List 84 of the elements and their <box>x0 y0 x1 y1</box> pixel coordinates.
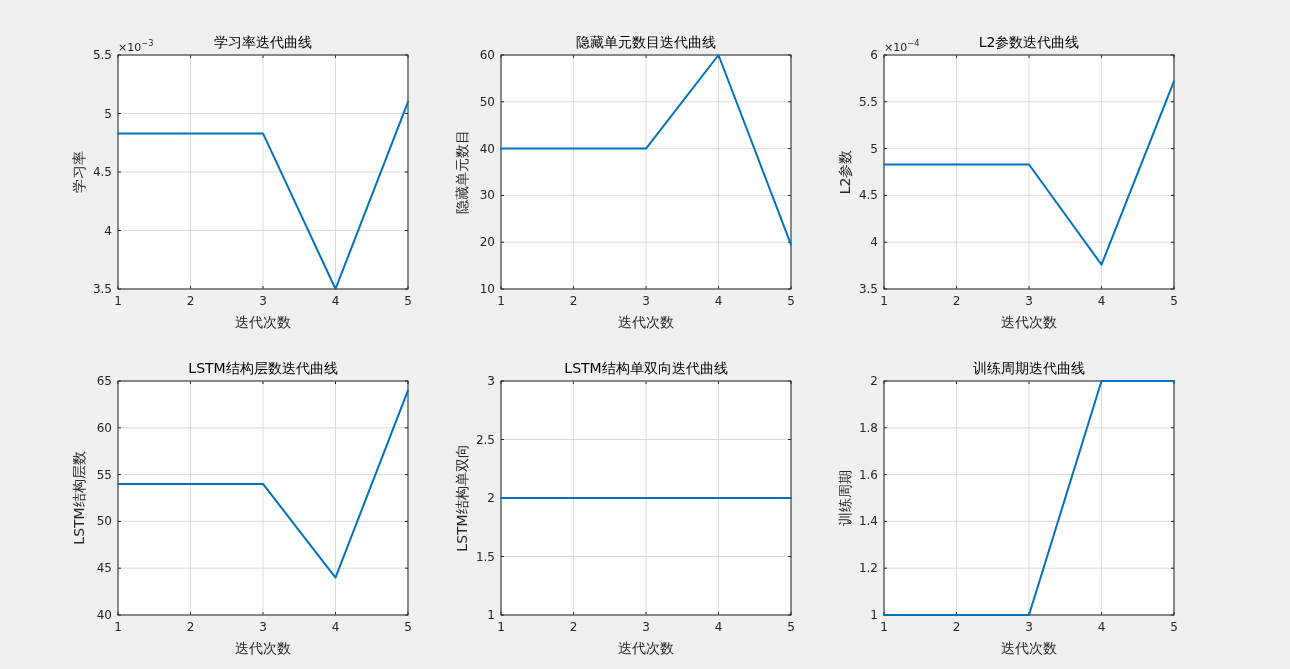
x-tick-label: 3 <box>259 620 267 634</box>
y-axis-title: L2参数 <box>837 149 853 195</box>
y-tick-label: 5.5 <box>858 94 878 109</box>
x-axis-title: 迭代次数 <box>1001 640 1057 656</box>
x-tick-label: 4 <box>331 620 340 634</box>
x-tick-label: 2 <box>186 620 195 634</box>
x-tick-label: 2 <box>952 294 961 308</box>
x-tick-label: 1 <box>880 620 888 634</box>
chart-title: 训练周期迭代曲线 <box>973 360 1085 376</box>
y-tick-label: 2 <box>487 491 495 505</box>
y-tick-label: 5 <box>104 106 112 121</box>
x-tick-label: 1 <box>114 294 122 308</box>
x-tick-label: 5 <box>404 294 412 308</box>
y-axis-title: LSTM结构层数 <box>71 451 87 545</box>
y-tick-label: 50 <box>96 514 112 529</box>
y-tick-label: 4.5 <box>858 188 878 203</box>
x-tick-label: 1 <box>497 294 505 308</box>
x-tick-label: 2 <box>569 294 578 308</box>
y-tick-label: 1.6 <box>858 467 878 482</box>
y-tick-label: 65 <box>96 374 112 388</box>
y-tick-label: 30 <box>479 188 495 203</box>
text: ×10$^{−4}$ <box>884 38 920 54</box>
x-tick-label: 4 <box>714 294 723 308</box>
y-tick-label: 45 <box>96 561 112 576</box>
y-tick-label: 2 <box>870 374 878 388</box>
x-tick-label: 3 <box>1025 620 1033 634</box>
y-tick-label: 55 <box>96 467 112 482</box>
chart-title: 学习率迭代曲线 <box>214 34 312 50</box>
y-tick-label: 5.5 <box>92 48 112 62</box>
y-tick-label: 3.5 <box>92 282 112 296</box>
y-tick-label: 1.2 <box>858 561 878 576</box>
x-tick-label: 4 <box>1097 620 1106 634</box>
y-tick-label: 40 <box>96 608 112 622</box>
y-tick-label: 3.5 <box>858 282 878 296</box>
y-tick-label: 2.5 <box>475 432 495 447</box>
x-tick-label: 1 <box>880 294 888 308</box>
x-tick-label: 3 <box>1025 294 1033 308</box>
y-tick-label: 40 <box>479 141 495 156</box>
y-tick-label: 1.5 <box>475 549 495 564</box>
y-tick-label: 1 <box>870 608 878 622</box>
y-tick-label: 60 <box>479 48 495 62</box>
y-tick-label: 20 <box>479 235 495 250</box>
x-tick-label: 1 <box>497 620 505 634</box>
x-tick-label: 4 <box>1097 294 1106 308</box>
y-tick-label: 4 <box>870 235 878 250</box>
y-tick-label: 1.4 <box>858 514 878 529</box>
y-tick-label: 4.5 <box>92 165 112 179</box>
y-axis-title: 隐藏单元数目 <box>454 130 470 214</box>
x-tick-label: 3 <box>642 620 650 634</box>
y-tick-label: 3 <box>487 374 495 388</box>
chart-title: L2参数迭代曲线 <box>978 34 1080 50</box>
x-tick-label: 2 <box>569 620 578 634</box>
x-tick-label: 3 <box>642 294 650 308</box>
y-tick-label: 50 <box>479 94 495 109</box>
text: ×10$^{−3}$ <box>118 38 154 54</box>
chart-title: LSTM结构单双向迭代曲线 <box>564 360 728 376</box>
x-tick-label: 1 <box>114 620 122 634</box>
y-tick-label: 5 <box>870 141 878 156</box>
x-axis-title: 迭代次数 <box>618 314 674 330</box>
x-tick-label: 3 <box>259 294 267 308</box>
x-tick-label: 4 <box>331 294 340 308</box>
x-tick-label: 5 <box>1170 620 1178 634</box>
chart-title: LSTM结构层数迭代曲线 <box>188 360 338 376</box>
x-tick-label: 5 <box>787 620 795 634</box>
y-axis-title: 学习率 <box>71 151 87 193</box>
x-tick-label: 2 <box>952 620 961 634</box>
chart-title: 隐藏单元数目迭代曲线 <box>576 34 716 50</box>
x-tick-label: 5 <box>404 620 412 634</box>
x-axis-title: 迭代次数 <box>618 640 674 656</box>
x-tick-label: 2 <box>186 294 195 308</box>
y-tick-label: 10 <box>479 282 495 296</box>
y-tick-label: 6 <box>870 48 878 62</box>
y-axis-title: 训练周期 <box>837 470 853 526</box>
x-tick-label: 5 <box>787 294 795 308</box>
y-tick-label: 1.8 <box>858 420 878 435</box>
x-tick-label: 5 <box>1170 294 1178 308</box>
y-tick-label: 1 <box>487 608 495 622</box>
y-tick-label: 60 <box>96 420 112 435</box>
y-axis-title: LSTM结构单双向 <box>454 444 470 552</box>
y-tick-label: 4 <box>104 223 112 238</box>
x-tick-label: 4 <box>714 620 723 634</box>
x-axis-title: 迭代次数 <box>235 640 291 656</box>
x-axis-title: 迭代次数 <box>1001 314 1057 330</box>
x-axis-title: 迭代次数 <box>235 314 291 330</box>
